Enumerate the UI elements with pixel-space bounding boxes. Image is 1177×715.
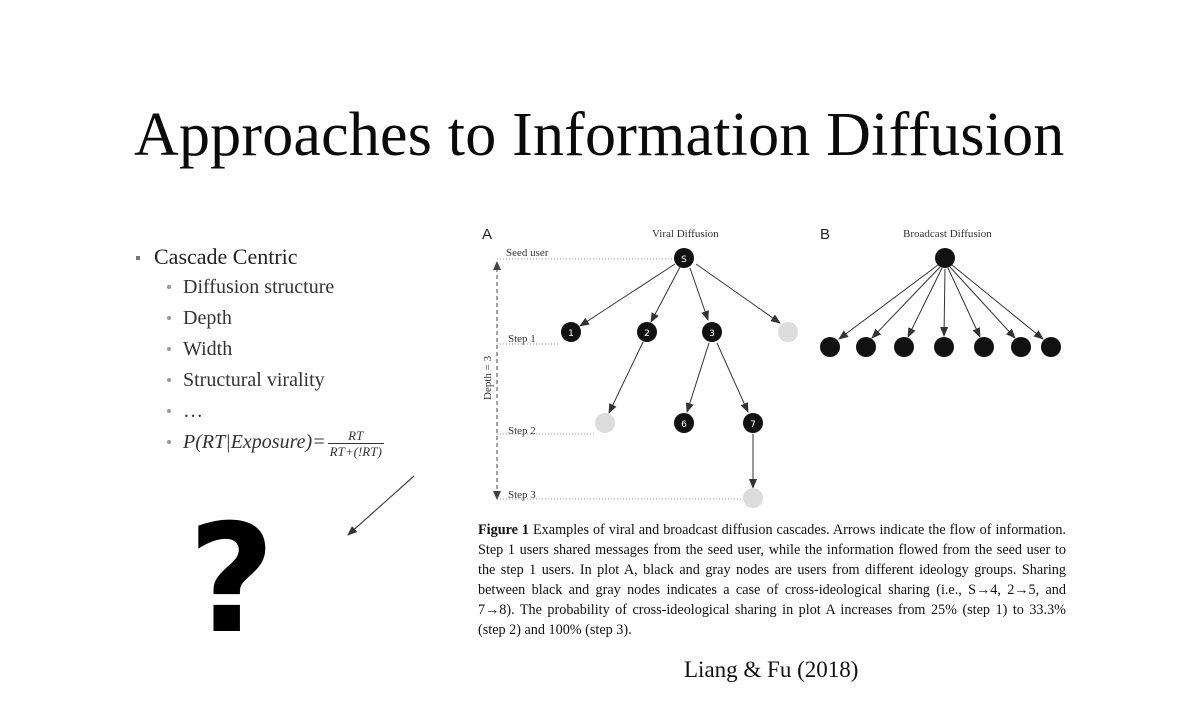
- broadcast-node-5: [974, 337, 994, 357]
- formula-equals: =: [312, 431, 326, 453]
- bullet-depth: Depth: [134, 303, 384, 334]
- broadcast-node-6: [1011, 337, 1031, 357]
- broadcast-edge-2: [871, 266, 941, 339]
- broadcast-node-2: [856, 337, 876, 357]
- depth-axis-bottom-arrow: [493, 491, 501, 500]
- figure-caption-text: Examples of viral and broadcast diffusio…: [478, 522, 1066, 638]
- node-seed: [674, 248, 694, 268]
- broadcast-edge-7: [951, 264, 1044, 340]
- broadcast-edge-3: [907, 267, 943, 338]
- broadcast-node-4: [934, 337, 954, 357]
- broadcast-edge-6: [949, 266, 1016, 339]
- bullet-cascade-centric: Cascade Centric: [134, 242, 384, 272]
- slide-title: Approaches to Information Diffusion: [134, 101, 1065, 169]
- figure-caption: Figure 1 Examples of viral and broadcast …: [478, 520, 1066, 640]
- node-5: [595, 413, 615, 433]
- node-1-label: 1: [568, 329, 574, 339]
- panel-a-title: Viral Diffusion: [652, 228, 719, 240]
- node-8: [743, 488, 763, 508]
- edge-3-7: [716, 342, 749, 413]
- bullet-structural-virality: Structural virality: [134, 365, 384, 396]
- broadcast-node-1: [820, 337, 840, 357]
- node-4: [778, 322, 798, 342]
- node-3: [702, 322, 722, 342]
- formula-lhs: P(RT|Exposure): [183, 431, 313, 453]
- bullet-ellipsis: …: [134, 396, 384, 427]
- node-6-label: 6: [681, 420, 687, 430]
- broadcast-node-3: [894, 337, 914, 357]
- citation: Liang & Fu (2018): [684, 657, 859, 682]
- depth-axis-top-arrow: [493, 261, 501, 270]
- depth-label: Depth = 3: [482, 355, 494, 400]
- node-seed-label: S: [681, 255, 687, 265]
- formula-denominator: RT+(!RT): [329, 443, 382, 459]
- broadcast-edge-1: [838, 264, 939, 340]
- broadcast-edge-4: [940, 268, 949, 337]
- panel-b-title: Broadcast Diffusion: [903, 228, 992, 240]
- formula-numerator: RT: [327, 428, 384, 444]
- edge-s-1: [579, 263, 676, 327]
- formula-fraction: RT RT+(!RT): [327, 428, 384, 459]
- edge-3-6: [685, 342, 710, 413]
- bullet-formula: P(RT|Exposure)= RT RT+(!RT): [134, 427, 384, 459]
- node-2: [637, 322, 657, 342]
- bullet-diffusion-structure: Diffusion structure: [134, 272, 384, 303]
- step-2-label: Step 2: [508, 425, 536, 437]
- edge-2-5: [608, 341, 644, 414]
- seed-user-label: Seed user: [506, 247, 549, 259]
- node-6: [674, 413, 694, 433]
- node-7: [743, 413, 763, 433]
- panel-a-letter: A: [482, 226, 492, 243]
- broadcast-seed: [935, 248, 955, 268]
- edge-s-4: [695, 263, 781, 324]
- panel-b-letter: B: [820, 226, 830, 243]
- node-1: [561, 322, 581, 342]
- bullet-list: Cascade Centric Diffusion structure Dept…: [134, 242, 384, 459]
- step-1-label: Step 1: [508, 333, 536, 345]
- step-3-label: Step 3: [508, 489, 536, 501]
- bullet-width: Width: [134, 334, 384, 365]
- node-2-label: 2: [644, 329, 650, 339]
- figure-caption-label: Figure 1: [478, 522, 530, 538]
- edge-s-2: [650, 266, 681, 323]
- node-3-label: 3: [709, 329, 715, 339]
- question-mark-icon: ?: [188, 493, 276, 667]
- node-7-label: 7: [750, 420, 756, 430]
- broadcast-edge-5: [947, 267, 981, 338]
- pointer-arrow: [347, 475, 415, 536]
- broadcast-node-7: [1041, 337, 1061, 357]
- edge-s-3: [689, 267, 709, 321]
